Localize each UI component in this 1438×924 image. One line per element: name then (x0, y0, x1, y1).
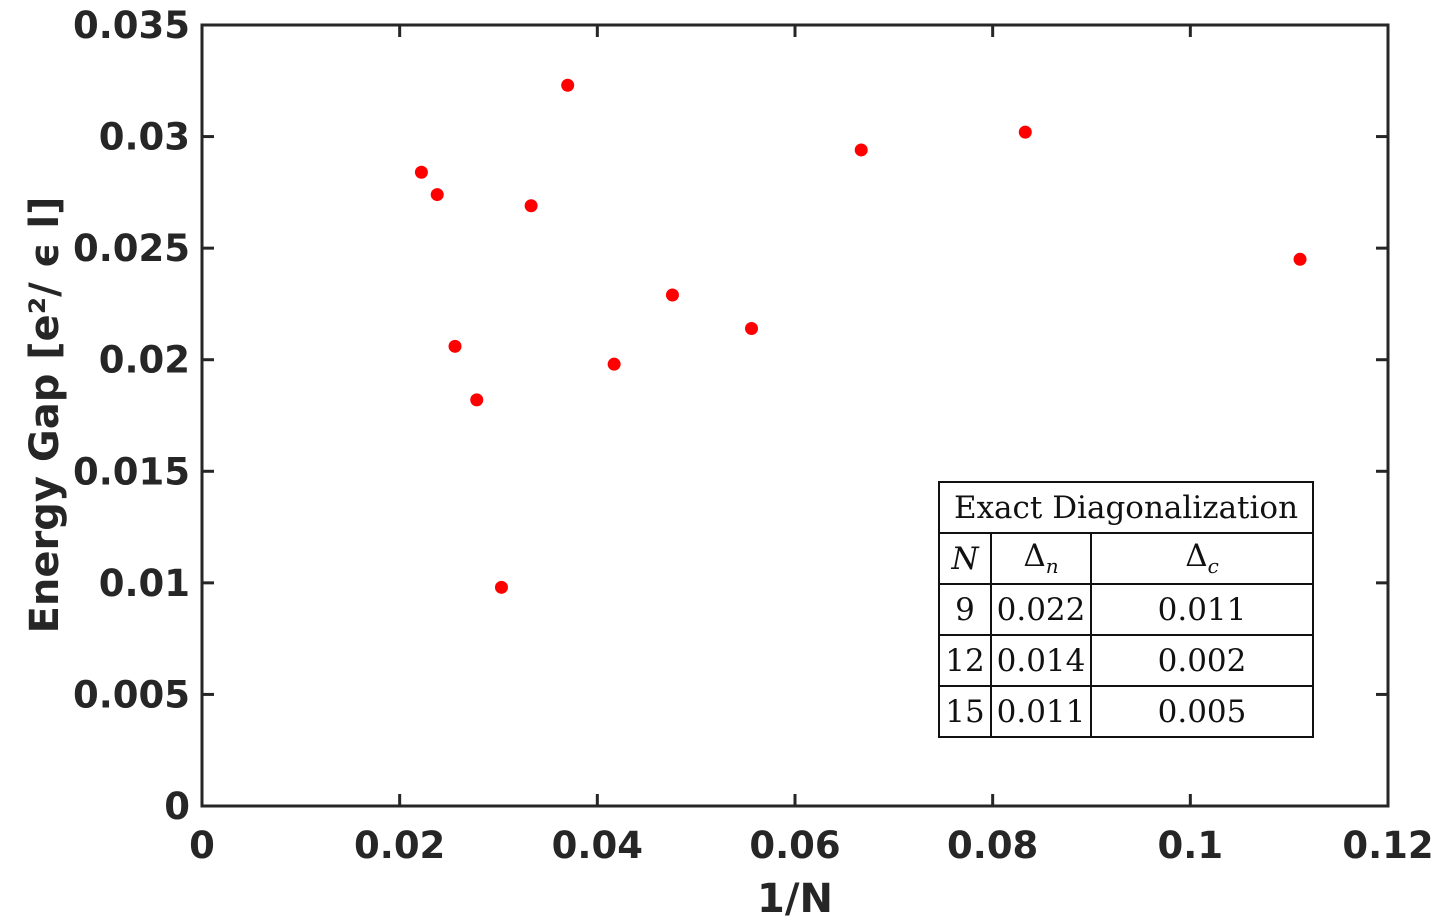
cell-delta-n: 0.022 (990, 583, 1092, 636)
data-point (1018, 125, 1032, 139)
header-delta-n-symbol: Δ (1023, 538, 1046, 575)
axis-ticks (200, 23, 1390, 808)
y-tick-label: 0.01 (99, 562, 190, 605)
header-n: N (938, 532, 992, 585)
x-tick-labels: 0 0.02 0.04 0.06 0.08 0.1 0.12 (189, 824, 1434, 867)
y-tick-labels: 0 0.005 0.01 0.015 0.02 0.025 0.03 0.035 (73, 4, 190, 828)
data-point (607, 357, 621, 371)
y-tick-label: 0.035 (73, 4, 190, 47)
y-axis-label: Energy Gap [e²/ ϵ l] (22, 197, 68, 634)
data-point (854, 143, 868, 157)
table-title: Exact Diagonalization (938, 481, 1314, 534)
header-delta-n-subscript: n (1045, 554, 1059, 579)
data-point (745, 321, 759, 335)
data-point (665, 288, 679, 302)
data-point (1293, 252, 1307, 266)
exact-diagonalization-table: Exact Diagonalization N Δn Δc 9 0.022 0.… (938, 481, 1314, 738)
data-point (470, 393, 484, 407)
header-delta-c-symbol: Δ (1185, 538, 1208, 575)
data-point (448, 339, 462, 353)
data-point (430, 188, 444, 202)
table-title-row: Exact Diagonalization (938, 481, 1314, 534)
cell-n: 9 (938, 583, 992, 636)
x-tick-label: 0.12 (1342, 824, 1433, 867)
y-tick-label: 0.005 (73, 673, 190, 716)
y-tick-label: 0.03 (99, 116, 190, 159)
x-tick-label: 0.02 (354, 824, 445, 867)
header-delta-c: Δc (1090, 532, 1314, 585)
y-tick-label: 0 (164, 785, 190, 828)
data-points (414, 78, 1307, 594)
header-delta-n: Δn (990, 532, 1092, 585)
table-row: 12 0.014 0.002 (938, 634, 1314, 687)
table-header-row: N Δn Δc (938, 532, 1314, 585)
cell-delta-c: 0.002 (1090, 634, 1314, 687)
table-row: 9 0.022 0.011 (938, 583, 1314, 636)
data-point (561, 78, 575, 92)
x-axis-label: 1/N (757, 876, 833, 922)
cell-delta-n: 0.011 (990, 685, 1092, 738)
y-tick-label: 0.02 (99, 339, 190, 382)
x-tick-label: 0.1 (1158, 824, 1224, 867)
x-tick-label: 0 (189, 824, 215, 867)
x-tick-label: 0.08 (947, 824, 1038, 867)
y-tick-label: 0.015 (73, 450, 190, 493)
data-point (414, 165, 428, 179)
cell-delta-c: 0.011 (1090, 583, 1314, 636)
data-point (524, 199, 538, 213)
x-tick-label: 0.04 (552, 824, 643, 867)
cell-delta-n: 0.014 (990, 634, 1092, 687)
y-tick-label: 0.025 (73, 227, 190, 270)
cell-n: 12 (938, 634, 992, 687)
table-row: 15 0.011 0.005 (938, 685, 1314, 738)
cell-n: 15 (938, 685, 992, 738)
cell-delta-c: 0.005 (1090, 685, 1314, 738)
data-point (494, 580, 508, 594)
header-delta-c-subscript: c (1207, 554, 1219, 579)
x-tick-label: 0.06 (749, 824, 840, 867)
